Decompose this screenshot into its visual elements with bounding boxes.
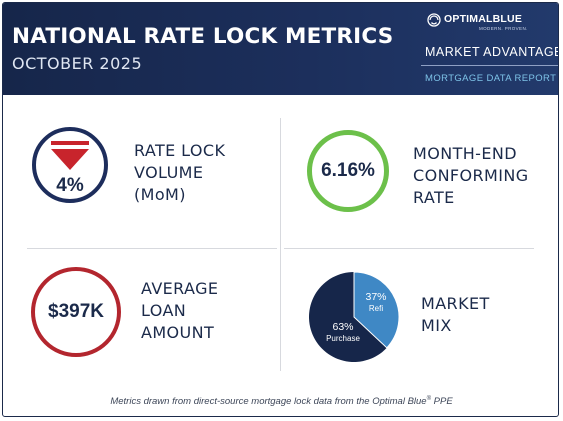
- conforming-rate-value: 6.16%: [321, 160, 375, 181]
- horizontal-divider-left: [27, 248, 277, 249]
- rate-lock-volume-value: 4%: [56, 175, 84, 196]
- refi-name-label: Refi: [369, 304, 383, 313]
- label-line: (MoM): [134, 185, 186, 204]
- horizontal-divider-right: [284, 248, 534, 249]
- label-line: MONTH-END: [413, 144, 517, 163]
- footer-text-suffix: PPE: [431, 396, 453, 408]
- registered-mark: ®: [426, 396, 432, 402]
- market-mix-pie: 37% Refi 63% Purchase: [309, 271, 400, 362]
- pie-slice-refi: [353, 271, 400, 349]
- average-loan-value: $397K: [48, 301, 104, 322]
- header-divider: [421, 65, 558, 66]
- footer-note: Metrics drawn from direct-source mortgag…: [3, 396, 558, 408]
- label-line: RATE LOCK: [134, 141, 226, 160]
- label-line: VOLUME: [134, 163, 204, 182]
- purchase-name-label: Purchase: [326, 334, 360, 343]
- conforming-rate-ring: 6.16%: [307, 130, 389, 212]
- conforming-rate-label: MONTH-END CONFORMING RATE: [413, 143, 529, 209]
- label-line: MARKET: [421, 294, 490, 313]
- brand-name: OPTIMALBLUE: [444, 13, 523, 25]
- label-line: AVERAGE: [141, 279, 219, 298]
- brand-tagline: MODERN. PROVEN.: [479, 26, 528, 31]
- optimal-blue-globe-icon: [427, 13, 441, 27]
- footer-text: Metrics drawn from direct-source mortgag…: [110, 396, 427, 408]
- purchase-pct-label: 63%: [332, 321, 353, 333]
- market-mix-label: MARKET MIX: [421, 293, 490, 337]
- infographic-card: NATIONAL RATE LOCK METRICS OCTOBER 2025 …: [2, 2, 559, 417]
- page-title: NATIONAL RATE LOCK METRICS: [12, 24, 394, 49]
- brand-logo: OPTIMALBLUE MODERN. PROVEN.: [427, 12, 557, 32]
- vertical-divider: [280, 118, 281, 371]
- page-subtitle: OCTOBER 2025: [12, 54, 143, 73]
- rate-lock-volume-ring: 4%: [32, 127, 108, 203]
- label-line: MIX: [421, 316, 452, 335]
- average-loan-ring: $397K: [31, 267, 121, 357]
- header-banner: NATIONAL RATE LOCK METRICS OCTOBER 2025 …: [3, 3, 559, 95]
- average-loan-label: AVERAGE LOAN AMOUNT: [141, 278, 218, 344]
- pie-slice-purchase: [309, 272, 387, 362]
- refi-pct-label: 37%: [365, 291, 386, 303]
- label-line: LOAN: [141, 301, 187, 320]
- label-line: RATE: [413, 188, 455, 207]
- market-advantage-label: MARKET ADVANTAGE: [425, 45, 559, 59]
- report-name: MORTGAGE DATA REPORT: [425, 73, 557, 84]
- rate-lock-volume-label: RATE LOCK VOLUME (MoM): [134, 140, 225, 206]
- label-line: AMOUNT: [141, 323, 215, 342]
- down-arrow-icon: [51, 141, 89, 170]
- label-line: CONFORMING: [413, 166, 529, 185]
